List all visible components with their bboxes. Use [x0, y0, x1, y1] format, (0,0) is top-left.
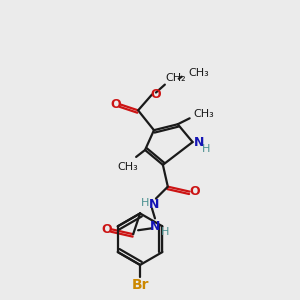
Text: H: H: [161, 227, 169, 237]
Text: O: O: [189, 185, 200, 198]
Text: O: O: [101, 223, 112, 236]
Text: N: N: [149, 198, 159, 211]
Text: N: N: [194, 136, 205, 148]
Text: H: H: [202, 144, 211, 154]
Text: CH₂: CH₂: [165, 73, 186, 83]
Text: CH₃: CH₃: [193, 109, 214, 119]
Text: N: N: [150, 220, 160, 233]
Text: CH₃: CH₃: [188, 68, 209, 78]
Text: CH₃: CH₃: [118, 162, 139, 172]
Text: O: O: [151, 88, 161, 101]
Text: O: O: [110, 98, 121, 111]
Text: Br: Br: [131, 278, 149, 292]
Text: H: H: [141, 197, 149, 208]
